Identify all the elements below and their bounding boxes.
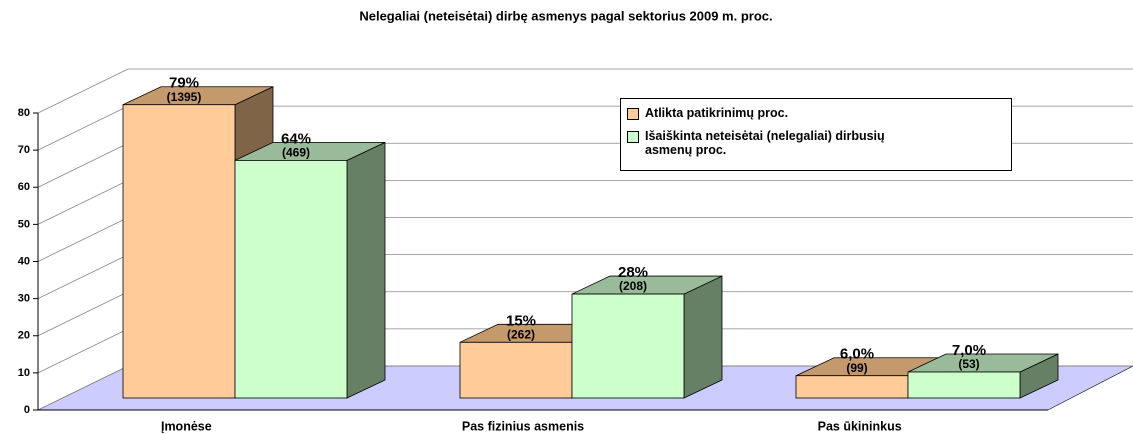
legend-item: Išaiškinta neteisėtai (nelegaliai) dirbu… [627, 129, 1005, 157]
y-tick-label: 40 [18, 255, 30, 267]
y-tick-label: 0 [24, 404, 30, 416]
legend-swatch [627, 131, 639, 143]
y-tick-label: 10 [18, 367, 30, 379]
data-label: 7,0% [952, 342, 986, 359]
legend-label: Atlikta patikrinimų proc. [645, 106, 789, 120]
bar [907, 371, 1021, 399]
bar [122, 104, 236, 399]
y-tick-label: 80 [18, 107, 30, 119]
legend-label: Išaiškinta neteisėtai (nelegaliai) dirbu… [645, 129, 885, 157]
bar [571, 293, 685, 399]
count-label: (99) [846, 361, 867, 375]
y-tick-label: 30 [18, 293, 30, 305]
legend-swatch [627, 108, 639, 120]
y-tick-label: 60 [18, 181, 30, 193]
count-label: (208) [619, 279, 647, 293]
x-tick-label: Pas ūkininkus [818, 419, 902, 433]
data-label: 15% [506, 312, 536, 329]
grid-line [37, 68, 1133, 114]
legend-item: Atlikta patikrinimų proc. [627, 106, 1005, 120]
y-tick-label: 20 [18, 330, 30, 342]
count-label: (53) [958, 357, 979, 371]
count-label: (469) [282, 146, 310, 160]
count-label: (262) [507, 327, 535, 341]
chart-title: Nelegaliai (neteisėtai) dirbę asmenys pa… [359, 8, 772, 23]
bar [234, 159, 348, 399]
data-label: 64% [281, 130, 311, 147]
data-label: 6,0% [840, 346, 874, 363]
count-label: (1395) [167, 90, 202, 104]
x-tick-label: Įmonėse [161, 419, 212, 433]
data-label: 79% [169, 75, 199, 92]
bar [459, 341, 573, 399]
y-tick-label: 50 [18, 218, 30, 230]
bar-side [346, 141, 386, 399]
data-label: 28% [618, 264, 648, 281]
legend: Atlikta patikrinimų proc. Išaiškinta nete… [620, 98, 1012, 171]
y-tick-label: 70 [18, 144, 30, 156]
bar-side [683, 275, 723, 399]
x-tick-label: Pas fizinius asmenis [462, 419, 584, 433]
bar [795, 375, 909, 399]
